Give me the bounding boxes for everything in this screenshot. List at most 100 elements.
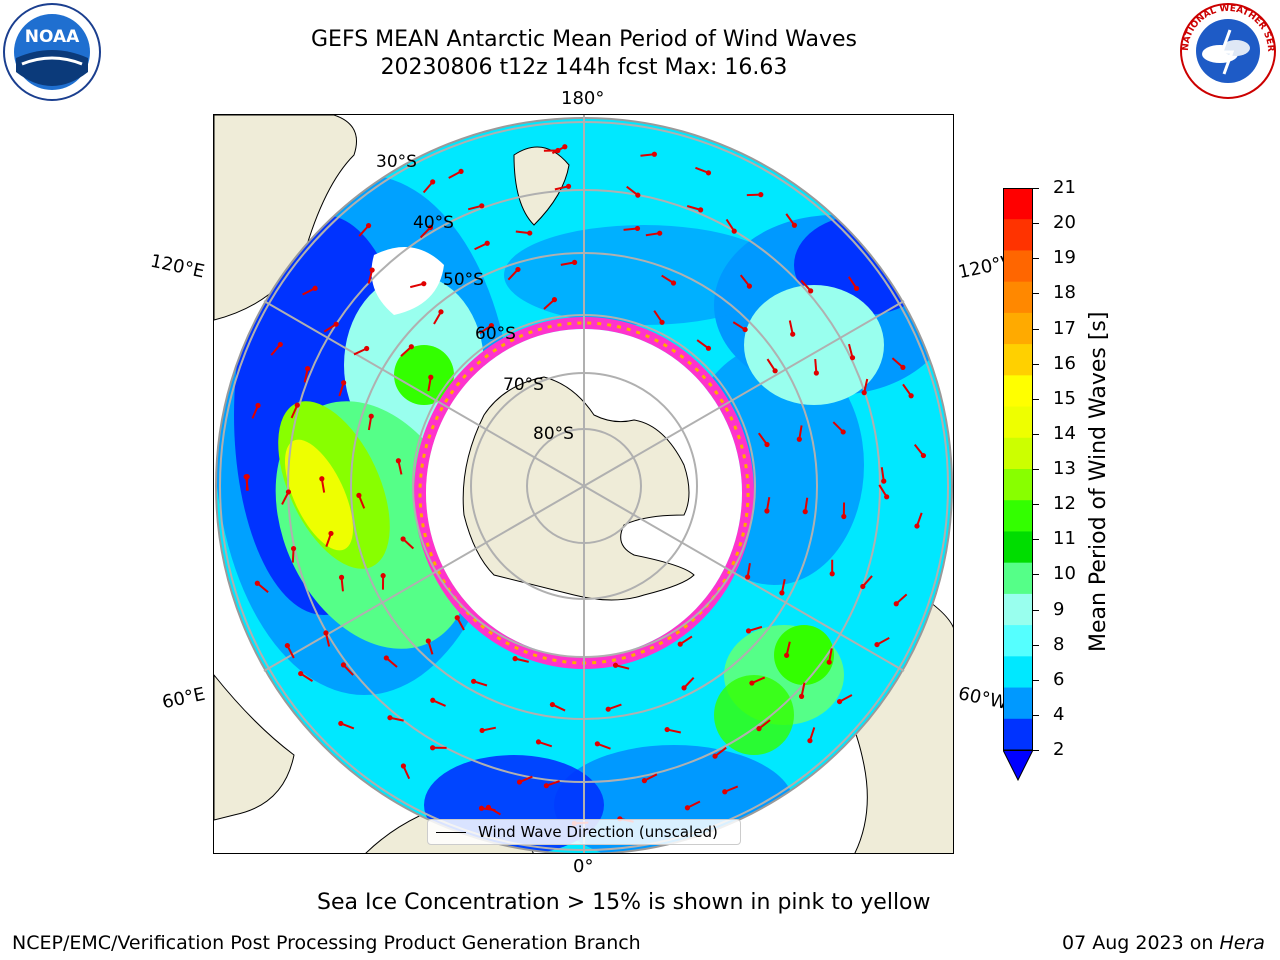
colorbar-tick-mark: [1033, 363, 1039, 365]
wave-arrow-head: [479, 203, 485, 209]
wave-arrow-head: [722, 789, 728, 795]
wave-arrow-head: [341, 380, 347, 386]
lon-label-60e: 60°E: [160, 683, 207, 714]
wave-arrow-head: [746, 283, 752, 289]
wave-arrow-head: [333, 321, 339, 327]
colorbar-band: [1003, 593, 1033, 626]
colorbar-band: [1003, 250, 1033, 283]
colorbar-band: [1003, 281, 1033, 314]
wave-arrow-head: [484, 240, 490, 246]
colorbar-band: [1003, 718, 1033, 751]
wave-arrow-head: [254, 580, 260, 586]
colorbar-tick-mark: [1033, 328, 1039, 330]
machine-name: Hera: [1219, 932, 1265, 954]
wave-arrow-head: [571, 259, 578, 265]
colorbar-tick-mark: [1033, 293, 1039, 295]
wave-arrow-head: [294, 402, 300, 408]
wave-arrow-head: [512, 656, 518, 662]
wave-arrow-head: [551, 297, 558, 303]
colorbar-bands: [1003, 188, 1033, 751]
wave-arrow-head: [664, 726, 670, 733]
wave-arrow-head: [430, 697, 436, 703]
wave-arrow-head: [798, 693, 805, 699]
lat-label-40s: 40°S: [413, 213, 454, 233]
wave-arrow-head: [756, 726, 762, 732]
lat-label-80s: 80°S: [533, 424, 574, 444]
colorbar-tick-mark: [1033, 679, 1039, 681]
wave-arrow-head: [356, 492, 362, 498]
wave-arrow-head: [920, 452, 927, 459]
colorbar-tick-mark: [1033, 714, 1039, 716]
colorbar-tick-mark: [1033, 188, 1039, 189]
wave-arrow-head: [836, 698, 843, 705]
colorbar-tick-label: 13: [1053, 458, 1076, 479]
wave-arrow-head: [298, 670, 304, 677]
wave-arrow-head: [488, 322, 495, 329]
wave-arrow-head: [527, 230, 533, 236]
wave-arrow-head: [790, 331, 796, 337]
generation-date: 07 Aug 2023 on Hera: [1062, 932, 1265, 954]
wave-arrow-head: [312, 285, 318, 291]
colorbar-tick-label: 4: [1053, 703, 1065, 725]
wave-arrow-head: [705, 345, 712, 351]
colorbar-tick-mark: [1033, 223, 1039, 225]
wave-arrow-head: [549, 701, 556, 708]
wave-arrow-head: [338, 574, 345, 581]
wave-arrow-head: [634, 225, 641, 232]
wave-arrow-head: [594, 741, 600, 747]
wave-arrow-head: [784, 652, 790, 658]
colorbar-tick-label: 11: [1053, 528, 1076, 550]
wave-arrow-head: [745, 628, 752, 634]
wave-arrow-head: [884, 494, 890, 500]
wave-arrow-head: [319, 476, 325, 482]
colorbar-tick-label: 15: [1053, 387, 1076, 409]
wave-arrow-head: [400, 763, 407, 769]
wave-arrow-head: [255, 402, 261, 409]
svg-text:NATIONAL WEATHER SERVICE: NATIONAL WEATHER SERVICE: [1178, 2, 1275, 52]
colorbar-tick-mark: [1033, 644, 1039, 646]
wave-arrow-head: [861, 390, 867, 396]
wave-arrow-head: [387, 715, 393, 721]
colorbar-tick-label: 8: [1053, 633, 1065, 655]
colorbar-under-triangle: [1002, 749, 1034, 782]
wave-arrow-head: [430, 179, 436, 185]
credit-text: NCEP/EMC/Verification Post Processing Pr…: [12, 932, 641, 954]
wave-arrow-head: [605, 706, 611, 712]
colorbar-band: [1003, 219, 1033, 251]
colorbar-tick-label: 18: [1053, 282, 1076, 304]
wave-arrow-head: [705, 170, 712, 176]
wave-arrow-head: [395, 458, 402, 464]
colorbar-band: [1003, 687, 1033, 720]
wave-arrow-head: [881, 478, 887, 484]
wave-arrow-head: [383, 655, 389, 661]
wave-arrow-head: [651, 151, 657, 157]
wave-arrow-head: [772, 368, 778, 374]
wave-arrow-head: [454, 615, 460, 621]
wave-arrow-head: [764, 508, 770, 514]
wave-arrow-head: [323, 630, 329, 636]
wave-arrow-head: [438, 309, 444, 315]
colorbar-band: [1003, 406, 1033, 439]
wave-arrow-head: [400, 536, 406, 542]
wave-arrow-head: [612, 662, 619, 668]
chart-subtitle: 20230806 t12z 144h fcst Max: 16.63: [380, 55, 788, 80]
wave-arrow-head: [328, 530, 334, 537]
colorbar-tick-mark: [1033, 398, 1039, 400]
wave-arrow-head: [731, 228, 737, 234]
colorbar-tick-label: 21: [1053, 177, 1076, 198]
wave-arrow-head: [427, 224, 434, 231]
wave-arrow-head: [543, 783, 549, 789]
colorbar-band: [1003, 469, 1033, 501]
wave-arrow-head: [290, 545, 297, 552]
colorbar-tick-mark: [1033, 504, 1039, 506]
wave-arrow-head: [565, 183, 572, 189]
wave-arrow-head: [365, 223, 372, 229]
wave-direction-arrows: [243, 144, 927, 827]
lon-label-0: 0°: [573, 856, 594, 877]
lat-label-50s: 50°S: [443, 270, 484, 290]
wave-arrow-head: [893, 601, 899, 607]
wave-arrow-head: [338, 720, 344, 727]
graticule: [215, 115, 953, 853]
wave-arrow-head: [641, 778, 647, 784]
map-panel: [213, 114, 954, 854]
